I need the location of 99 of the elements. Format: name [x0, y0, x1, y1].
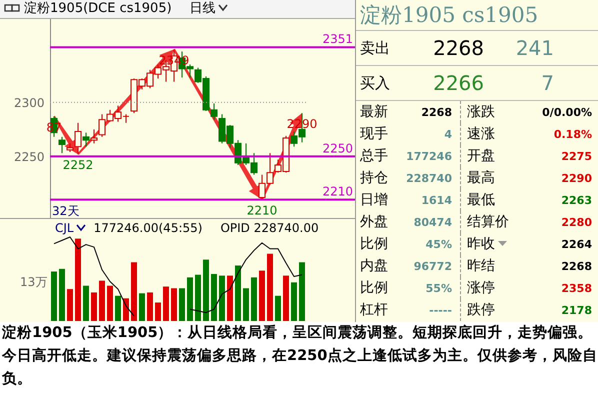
bar — [131, 262, 137, 321]
bar — [187, 277, 193, 321]
text: 7 — [540, 71, 554, 95]
bar — [123, 298, 129, 321]
text: 2268 — [560, 260, 592, 272]
text: 杠杆 — [359, 301, 389, 319]
text: 跌停 — [467, 301, 495, 320]
text: 2266 — [432, 71, 484, 95]
bar — [115, 296, 121, 321]
text: 2263 — [560, 194, 592, 206]
candlestick — [58, 136, 66, 154]
bar — [211, 274, 217, 321]
text: 昨结 — [467, 257, 495, 276]
text: 177246 — [405, 150, 452, 162]
text: 开盘 — [467, 147, 495, 166]
text: 2280 — [560, 216, 592, 228]
text: 96772 — [412, 260, 452, 272]
text: 55% — [424, 282, 452, 294]
text: 2358 — [560, 282, 592, 294]
text: 日增 — [359, 191, 389, 209]
bar — [243, 288, 249, 321]
bar — [75, 238, 81, 321]
text: 淀粉1905 cs1905 — [356, 0, 598, 31]
bar — [227, 276, 233, 321]
bar — [67, 289, 73, 321]
bar — [155, 302, 161, 321]
ref-line-label: 2210 — [322, 184, 353, 199]
text: 结算价 — [467, 213, 509, 232]
annotation: 2210 — [246, 204, 278, 218]
bar — [275, 296, 281, 321]
text: 2264 — [560, 238, 592, 250]
text: 0/0.00% — [541, 106, 592, 118]
text: 最低 — [467, 191, 495, 210]
text: 2268 — [432, 36, 484, 60]
text: 2178 — [560, 304, 592, 316]
bar — [179, 288, 185, 321]
bar — [299, 262, 305, 321]
annotation: 87 — [46, 120, 62, 134]
text: 1614 — [420, 194, 452, 206]
bar — [251, 277, 257, 321]
bar — [139, 293, 145, 321]
bar — [91, 292, 97, 321]
bar — [219, 276, 225, 321]
annotation: 32天 — [52, 204, 80, 218]
candlestick — [82, 132, 90, 148]
text: 买入 — [359, 74, 391, 92]
bar — [283, 276, 289, 321]
text: 昨收 — [467, 235, 495, 254]
chart-subtitle: 日线 — [190, 1, 216, 16]
bar — [291, 282, 297, 321]
text: 外盘 — [359, 213, 389, 231]
text: 228740 — [405, 172, 452, 184]
text: 13万 — [20, 274, 48, 291]
bar — [267, 254, 273, 321]
text: 比例 — [359, 279, 389, 297]
annotation: 2252 — [62, 158, 94, 172]
text: ----- — [428, 304, 452, 316]
bar — [99, 280, 105, 321]
text: 速涨 — [467, 125, 495, 144]
text: 持仓 — [359, 169, 389, 187]
text: 177246.00(45:55) — [94, 221, 202, 235]
bar — [171, 288, 177, 321]
text: OPID 228740.00 — [220, 221, 319, 235]
bar — [59, 268, 65, 321]
candlestick — [74, 122, 82, 155]
ref-line-label: 2351 — [322, 32, 353, 46]
text: 比例 — [359, 235, 389, 253]
y-tick-label: 2300 — [14, 96, 44, 110]
text: 涨停 — [467, 279, 495, 298]
bar — [147, 292, 153, 321]
bar — [83, 286, 89, 321]
text: 2290 — [560, 172, 592, 184]
text: 2275 — [560, 150, 592, 162]
text: 卖出 — [359, 38, 391, 58]
text: 现手 — [359, 125, 389, 143]
ref-line-label: 2250 — [322, 141, 353, 156]
text: 涨跌 — [467, 103, 495, 122]
annotation: 2349 — [158, 53, 190, 68]
bar — [235, 266, 241, 321]
bar — [107, 286, 113, 321]
text: 45% — [424, 238, 452, 250]
text: 0.18% — [552, 128, 592, 140]
text: 总手 — [359, 147, 389, 165]
bar — [195, 274, 201, 321]
chart-title: 淀粉1905(DCE cs1905) — [24, 1, 172, 16]
text: 最高 — [467, 169, 495, 188]
candlestick — [90, 128, 98, 144]
bar — [163, 286, 169, 321]
bar — [203, 260, 209, 321]
text: 最新 — [359, 103, 389, 121]
text: 内盘 — [359, 257, 389, 275]
text: 80474 — [412, 216, 452, 228]
bar — [51, 271, 57, 321]
text: 241 — [514, 36, 554, 60]
text: 4 — [443, 128, 452, 140]
chart-title: CJL — [55, 221, 74, 235]
bar — [259, 270, 265, 321]
text: 2268 — [420, 106, 452, 118]
text: 淀粉1905（玉米1905）：从日线格局看，呈区间震荡调整。短期探底回升，走势偏强。今日高开低走。建议保持震荡偏多思路，在2250点之上逢低试多为主。仅供参考，风险自负。 — [0, 322, 598, 394]
